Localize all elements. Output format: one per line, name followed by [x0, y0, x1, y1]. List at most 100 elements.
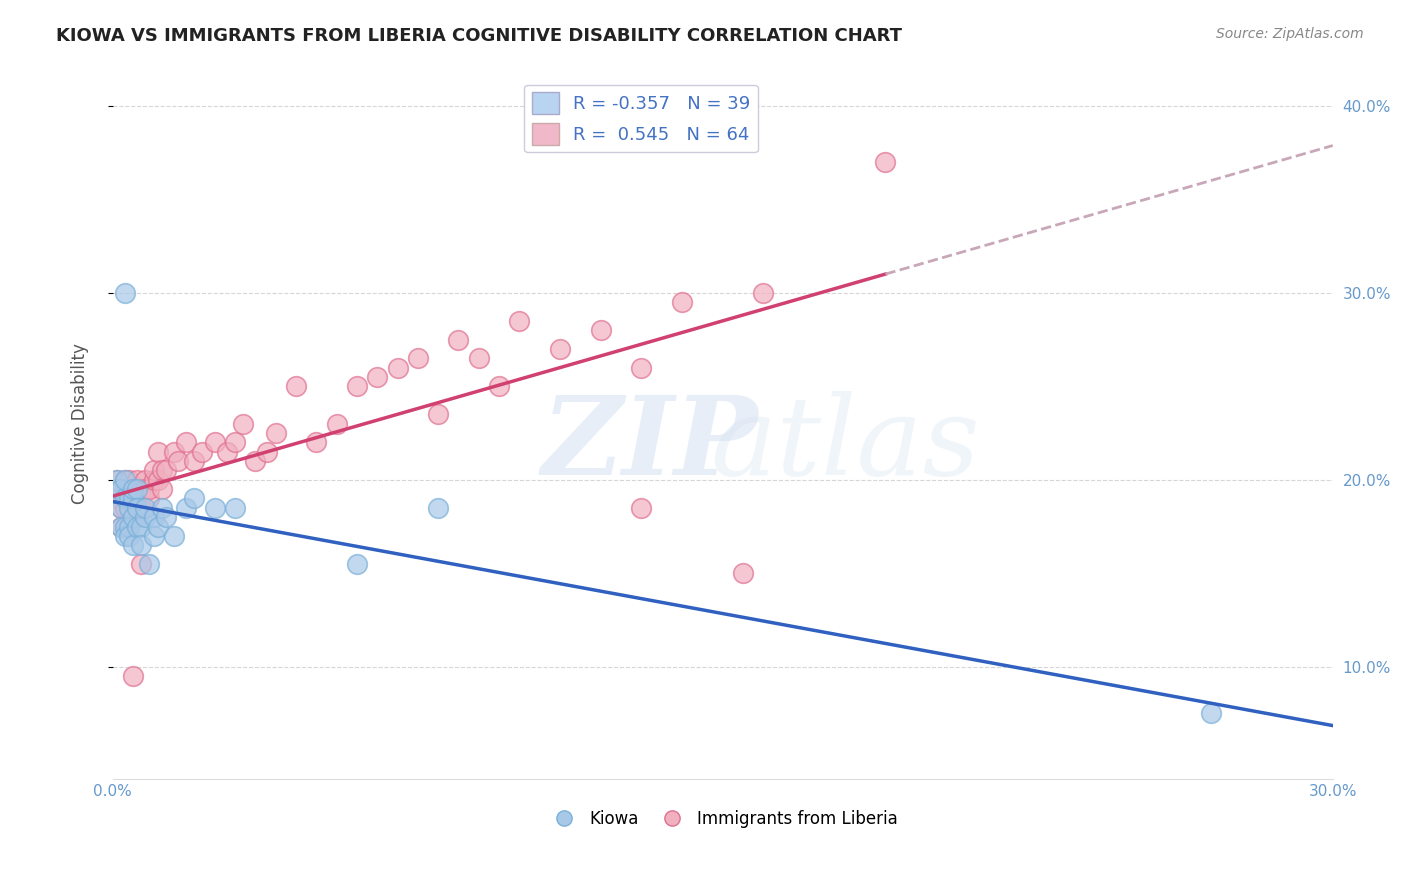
- Point: [114, 482, 136, 496]
- Point: [256, 444, 278, 458]
- Point: [204, 500, 226, 515]
- Point: [105, 473, 128, 487]
- Point: [122, 482, 145, 496]
- Point: [142, 529, 165, 543]
- Point: [127, 500, 149, 515]
- Point: [264, 426, 287, 441]
- Point: [155, 510, 177, 524]
- Text: KIOWA VS IMMIGRANTS FROM LIBERIA COGNITIVE DISABILITY CORRELATION CHART: KIOWA VS IMMIGRANTS FROM LIBERIA COGNITI…: [56, 27, 903, 45]
- Point: [118, 519, 141, 533]
- Point: [142, 473, 165, 487]
- Point: [110, 519, 132, 533]
- Point: [134, 482, 156, 496]
- Point: [110, 519, 132, 533]
- Point: [488, 379, 510, 393]
- Point: [114, 500, 136, 515]
- Point: [146, 473, 169, 487]
- Legend: Kiowa, Immigrants from Liberia: Kiowa, Immigrants from Liberia: [541, 803, 904, 835]
- Point: [427, 408, 450, 422]
- Point: [191, 444, 214, 458]
- Point: [118, 491, 141, 506]
- Point: [508, 314, 530, 328]
- Point: [118, 500, 141, 515]
- Point: [138, 491, 160, 506]
- Point: [630, 360, 652, 375]
- Point: [122, 482, 145, 496]
- Point: [138, 557, 160, 571]
- Point: [105, 491, 128, 506]
- Point: [131, 519, 153, 533]
- Point: [114, 529, 136, 543]
- Point: [406, 351, 429, 366]
- Point: [114, 473, 136, 487]
- Point: [131, 500, 153, 515]
- Point: [127, 482, 149, 496]
- Point: [155, 463, 177, 477]
- Point: [105, 482, 128, 496]
- Point: [224, 435, 246, 450]
- Point: [243, 454, 266, 468]
- Point: [224, 500, 246, 515]
- Point: [325, 417, 347, 431]
- Point: [548, 342, 571, 356]
- Point: [122, 491, 145, 506]
- Point: [752, 285, 775, 300]
- Point: [215, 444, 238, 458]
- Point: [150, 482, 173, 496]
- Point: [630, 500, 652, 515]
- Point: [131, 482, 153, 496]
- Point: [114, 491, 136, 506]
- Point: [110, 482, 132, 496]
- Point: [589, 323, 612, 337]
- Text: ZIP: ZIP: [541, 392, 758, 499]
- Point: [174, 435, 197, 450]
- Point: [122, 482, 145, 496]
- Point: [110, 482, 132, 496]
- Text: Source: ZipAtlas.com: Source: ZipAtlas.com: [1216, 27, 1364, 41]
- Point: [134, 510, 156, 524]
- Point: [183, 491, 205, 506]
- Point: [447, 333, 470, 347]
- Point: [146, 519, 169, 533]
- Point: [105, 473, 128, 487]
- Point: [305, 435, 328, 450]
- Point: [671, 295, 693, 310]
- Point: [114, 519, 136, 533]
- Point: [118, 473, 141, 487]
- Point: [183, 454, 205, 468]
- Point: [346, 557, 368, 571]
- Point: [122, 510, 145, 524]
- Point: [427, 500, 450, 515]
- Point: [142, 463, 165, 477]
- Point: [174, 500, 197, 515]
- Point: [127, 491, 149, 506]
- Point: [127, 473, 149, 487]
- Point: [163, 529, 186, 543]
- Point: [284, 379, 307, 393]
- Point: [366, 370, 388, 384]
- Point: [118, 491, 141, 506]
- Point: [146, 444, 169, 458]
- Point: [150, 463, 173, 477]
- Point: [134, 500, 156, 515]
- Point: [733, 566, 755, 581]
- Point: [122, 510, 145, 524]
- Point: [167, 454, 190, 468]
- Point: [110, 500, 132, 515]
- Point: [127, 519, 149, 533]
- Point: [114, 473, 136, 487]
- Point: [118, 529, 141, 543]
- Point: [387, 360, 409, 375]
- Point: [346, 379, 368, 393]
- Point: [127, 510, 149, 524]
- Point: [150, 500, 173, 515]
- Point: [204, 435, 226, 450]
- Point: [118, 519, 141, 533]
- Point: [1199, 706, 1222, 721]
- Y-axis label: Cognitive Disability: Cognitive Disability: [72, 343, 89, 504]
- Text: atlas: atlas: [710, 392, 980, 499]
- Point: [131, 557, 153, 571]
- Point: [110, 500, 132, 515]
- Point: [232, 417, 254, 431]
- Point: [122, 538, 145, 552]
